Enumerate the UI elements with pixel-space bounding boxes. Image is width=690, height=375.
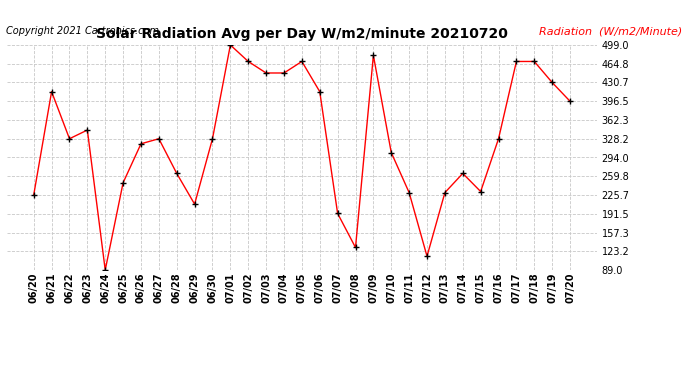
Text: Radiation  (W/m2/Minute): Radiation (W/m2/Minute): [539, 26, 682, 36]
Title: Solar Radiation Avg per Day W/m2/minute 20210720: Solar Radiation Avg per Day W/m2/minute …: [96, 27, 508, 41]
Text: Copyright 2021 Cartronics.com: Copyright 2021 Cartronics.com: [6, 26, 159, 36]
